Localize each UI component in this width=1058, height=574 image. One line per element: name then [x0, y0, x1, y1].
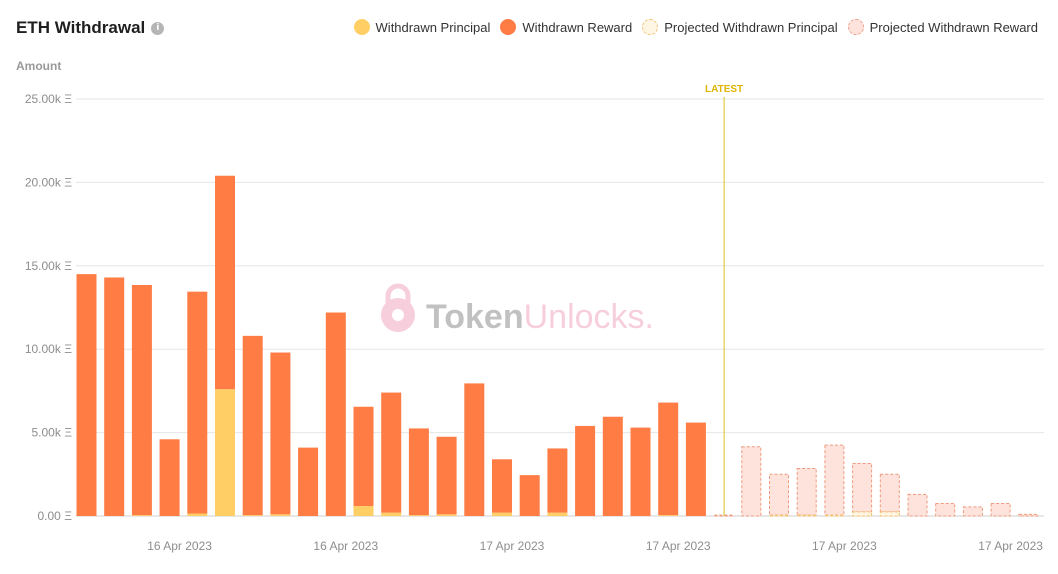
- bar-withdrawn-reward: [353, 406, 374, 506]
- bar-withdrawn-reward: [325, 312, 346, 516]
- watermark-token: Token: [426, 298, 524, 336]
- bar-withdrawn-reward: [464, 383, 485, 516]
- bar-withdrawn-reward: [298, 447, 319, 516]
- bar-withdrawn-reward: [519, 475, 540, 516]
- bar-projected-principal: [852, 511, 873, 517]
- legend-item-withdrawn-reward[interactable]: Withdrawn Reward: [500, 19, 632, 35]
- svg-text:TokenUnlocks.: TokenUnlocks.: [426, 298, 654, 336]
- bar-projected-principal: [769, 514, 789, 517]
- x-tick-label: 17 Apr 2023: [480, 539, 545, 553]
- bar-withdrawn-principal: [353, 505, 374, 516]
- bar-projected-reward: [769, 473, 789, 516]
- bar-projected-reward: [741, 446, 762, 517]
- bar-withdrawn-reward: [575, 425, 596, 516]
- bar-withdrawn-reward: [492, 459, 512, 513]
- bar-withdrawn-reward: [242, 335, 263, 516]
- bar-withdrawn-reward: [381, 392, 402, 513]
- legend-label: Withdrawn Principal: [375, 19, 491, 35]
- watermark: TokenUnlocks.: [381, 283, 654, 336]
- bar-projected-reward: [796, 467, 817, 516]
- bar-withdrawn-principal: [242, 515, 263, 516]
- bar-projected-reward: [852, 462, 873, 513]
- y-tick-label: 5.00k Ξ: [32, 426, 73, 440]
- y-tick-label: 25.00k Ξ: [25, 92, 72, 106]
- legend-swatch: [353, 19, 370, 35]
- legend-label: Projected Withdrawn Principal: [664, 19, 838, 35]
- bar-withdrawn-principal: [547, 512, 568, 516]
- bar-withdrawn-principal: [131, 515, 152, 516]
- bar-withdrawn-principal: [492, 512, 512, 516]
- legend-label: Projected Withdrawn Reward: [869, 19, 1038, 35]
- watermark-dot: .: [645, 298, 654, 336]
- x-tick-label: 16 Apr 2023: [313, 539, 378, 553]
- x-tick-label: 17 Apr 2023: [646, 539, 711, 553]
- bar-withdrawn-reward: [131, 284, 152, 516]
- x-tick-label: 17 Apr 2023: [812, 539, 877, 553]
- bar-withdrawn-reward: [159, 439, 180, 516]
- bar-projected-reward: [879, 473, 900, 513]
- bar-projected-principal: [879, 511, 900, 517]
- y-tick-label: 0.00 Ξ: [38, 509, 73, 523]
- chart-legend: Withdrawn Principal Withdrawn Reward Pro…: [353, 19, 1038, 35]
- bar-withdrawn-principal: [381, 512, 402, 516]
- axis-layer: 0.00 Ξ 5.00k Ξ 10.00k Ξ 15.00k Ξ 20.00k Ξ 25.…: [25, 84, 1043, 553]
- bar-projected-principal: [796, 514, 817, 517]
- bar-withdrawn-reward: [408, 428, 429, 516]
- y-tick-label: 10.00k Ξ: [25, 342, 72, 356]
- y-tick-label: 20.00k Ξ: [25, 175, 72, 189]
- bar-withdrawn-reward: [630, 427, 651, 516]
- x-tick-label: 17 Apr 2023: [978, 539, 1043, 553]
- legend-swatch: [847, 19, 864, 35]
- watermark-unlocks: Unlocks: [524, 298, 645, 336]
- bar-withdrawn-reward: [658, 402, 679, 516]
- bar-projected-reward: [962, 506, 983, 517]
- bar-projected-reward: [990, 502, 1011, 517]
- y-axis-label: Amount: [16, 59, 62, 73]
- bar-withdrawn-principal: [215, 389, 235, 516]
- bar-withdrawn-reward: [602, 416, 623, 516]
- legend-label: Withdrawn Reward: [522, 19, 633, 35]
- bar-projected-reward: [1018, 513, 1039, 517]
- bar-projected-reward: [907, 493, 928, 517]
- chart-header: ETH Withdrawal i: [16, 18, 165, 38]
- bar-withdrawn-principal: [270, 514, 291, 516]
- bar-projected-reward: [935, 502, 956, 517]
- bars-layer: [76, 175, 1039, 517]
- bar-withdrawn-principal: [436, 514, 457, 516]
- bar-withdrawn-reward: [547, 448, 568, 513]
- bar-withdrawn-reward: [270, 352, 291, 515]
- bar-withdrawn-principal: [658, 515, 679, 516]
- bar-projected-reward: [824, 444, 845, 516]
- bar-withdrawn-reward: [215, 175, 235, 390]
- legend-item-withdrawn-principal[interactable]: Withdrawn Principal: [353, 19, 491, 35]
- watermark-lock-icon: [381, 283, 415, 332]
- bar-withdrawn-principal: [187, 513, 208, 516]
- bar-withdrawn-reward: [76, 274, 97, 516]
- legend-swatch: [500, 19, 517, 35]
- legend-item-projected-principal[interactable]: Projected Withdrawn Principal: [642, 19, 838, 35]
- legend-item-projected-reward[interactable]: Projected Withdrawn Reward: [847, 19, 1038, 35]
- latest-marker-label: LATEST: [705, 84, 743, 95]
- bar-withdrawn-principal: [408, 515, 429, 516]
- bar-projected-principal: [824, 514, 845, 517]
- legend-swatch: [642, 19, 659, 35]
- bar-withdrawn-reward: [187, 291, 208, 514]
- bar-withdrawn-reward: [685, 422, 706, 516]
- info-icon[interactable]: i: [151, 21, 165, 35]
- bar-withdrawn-reward: [104, 277, 125, 516]
- chart-title: ETH Withdrawal: [16, 18, 146, 37]
- y-tick-label: 15.00k Ξ: [25, 259, 72, 273]
- bar-withdrawn-reward: [436, 436, 457, 515]
- x-tick-label: 16 Apr 2023: [147, 539, 212, 553]
